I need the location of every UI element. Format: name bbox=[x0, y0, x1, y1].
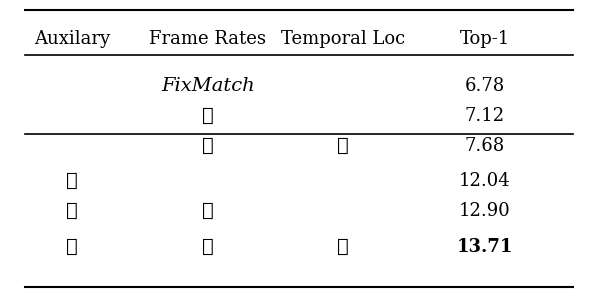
Text: 13.71: 13.71 bbox=[456, 238, 513, 256]
Text: ✓: ✓ bbox=[66, 172, 78, 190]
Text: ✓: ✓ bbox=[337, 238, 349, 256]
Text: ✓: ✓ bbox=[202, 238, 214, 256]
Text: 12.90: 12.90 bbox=[459, 202, 510, 220]
Text: FixMatch: FixMatch bbox=[161, 77, 255, 95]
Text: ✓: ✓ bbox=[202, 202, 214, 220]
Text: Auxilary: Auxilary bbox=[34, 29, 110, 47]
Text: ✓: ✓ bbox=[66, 202, 78, 220]
Text: 12.04: 12.04 bbox=[459, 172, 510, 190]
Text: Top-1: Top-1 bbox=[459, 29, 510, 47]
Text: 6.78: 6.78 bbox=[465, 77, 504, 95]
Text: Frame Rates: Frame Rates bbox=[149, 29, 266, 47]
Text: ✓: ✓ bbox=[202, 136, 214, 154]
Text: Temporal Loc: Temporal Loc bbox=[281, 29, 406, 47]
Text: 7.12: 7.12 bbox=[465, 107, 504, 125]
Text: 7.68: 7.68 bbox=[465, 136, 504, 154]
Text: ✓: ✓ bbox=[66, 238, 78, 256]
Text: ✓: ✓ bbox=[337, 136, 349, 154]
Text: ✓: ✓ bbox=[202, 107, 214, 125]
